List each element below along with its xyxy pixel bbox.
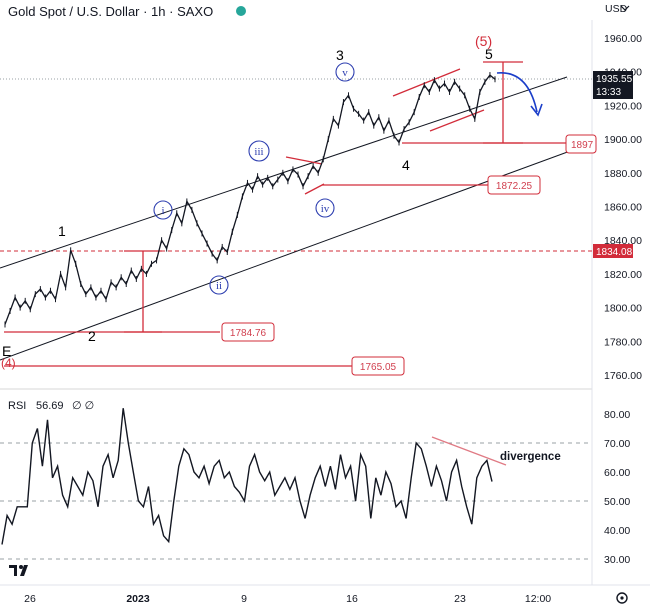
price-tick-label: 1820.00 xyxy=(604,269,642,281)
rsi-value: 56.69 xyxy=(36,400,64,412)
time-tick-label: 26 xyxy=(24,593,36,605)
svg-text:iv: iv xyxy=(321,203,330,215)
current-price-badge: 1935.55 13:33 xyxy=(593,71,633,99)
time-tick-label: 9 xyxy=(241,593,247,605)
price-tick-label: 1920.00 xyxy=(604,100,642,112)
gear-icon[interactable] xyxy=(616,592,628,604)
subwave-ii: ii xyxy=(209,275,229,295)
wave-label-5-major: (5) xyxy=(475,33,492,49)
wave-label-3: 3 xyxy=(336,47,344,63)
rsi-tick-label: 60.00 xyxy=(604,467,630,479)
divergence-line xyxy=(431,436,507,466)
time-tick-label: 16 xyxy=(346,593,358,605)
level-tag-1834: 1834.08 xyxy=(593,244,633,258)
rsi-label: RSI xyxy=(8,400,26,412)
wave-label-4-major: (4) xyxy=(1,356,16,370)
svg-text:iii: iii xyxy=(254,146,263,158)
wave-label-e: E xyxy=(2,343,11,359)
level-box-1872: 1872.25 xyxy=(487,175,541,195)
time-tick-label: 23 xyxy=(454,593,466,605)
market-status-dot xyxy=(236,6,246,16)
price-series xyxy=(4,72,496,328)
svg-text:v: v xyxy=(342,67,348,79)
rsi-tick-label: 70.00 xyxy=(604,438,630,450)
rsi-tick-label: 50.00 xyxy=(604,496,630,508)
level-box-1765: 1765.05 xyxy=(351,356,405,376)
subwave-iii: iii xyxy=(248,140,270,162)
wave-label-2: 2 xyxy=(88,328,96,344)
price-tick-label: 1800.00 xyxy=(604,303,642,315)
svg-text:1784.76: 1784.76 xyxy=(230,328,267,339)
rsi-tick-label: 30.00 xyxy=(604,554,630,566)
rsi-line xyxy=(1,408,493,545)
price-tick-label: 1880.00 xyxy=(604,168,642,180)
projection-arrow xyxy=(496,72,538,113)
price-tick-label: 1960.00 xyxy=(604,33,642,45)
svg-text:1765.05: 1765.05 xyxy=(360,362,397,373)
symbol-title: Gold Spot / U.S. Dollar · 1h · SAXO xyxy=(8,4,213,19)
level-box-1784: 1784.76 xyxy=(221,322,275,342)
svg-text:1834.08: 1834.08 xyxy=(596,247,633,258)
wave-label-5: 5 xyxy=(485,46,493,62)
tradingview-logo xyxy=(6,560,32,578)
svg-text:ii: ii xyxy=(216,280,222,292)
rsi-axis[interactable]: 80.00 70.00 60.00 50.00 40.00 30.00 xyxy=(604,409,630,566)
rsi-series xyxy=(1,408,493,545)
level-lines xyxy=(4,61,566,367)
wave-label-4: 4 xyxy=(402,157,410,173)
price-line xyxy=(4,74,496,325)
currency-label: USD xyxy=(605,3,628,15)
svg-text:1935.55: 1935.55 xyxy=(596,74,633,85)
arrow-head-icon xyxy=(530,103,543,117)
wave-label-1: 1 xyxy=(58,223,66,239)
price-axis[interactable]: 1960.001940.001920.001900.001880.001860.… xyxy=(604,33,642,382)
svg-text:13:33: 13:33 xyxy=(596,87,621,98)
svg-text:1872.25: 1872.25 xyxy=(496,181,533,192)
divergence-label: divergence xyxy=(500,451,561,463)
rsi-tick-label: 40.00 xyxy=(604,525,630,537)
time-tick-label: 2023 xyxy=(126,593,150,605)
rsi-flags: ∅ ∅ xyxy=(72,400,94,412)
rsi-tick-label: 80.00 xyxy=(604,409,630,421)
time-tick-label: 12:00 xyxy=(525,593,551,605)
time-axis[interactable]: 26 2023 9 16 23 12:00 xyxy=(24,593,551,605)
subwave-iv: iv xyxy=(315,198,335,218)
price-tick-label: 1900.00 xyxy=(604,134,642,146)
price-tick-label: 1760.00 xyxy=(604,370,642,382)
price-tick-label: 1780.00 xyxy=(604,336,642,348)
subwave-v: v xyxy=(335,62,355,82)
chevron-down-icon[interactable] xyxy=(620,5,630,11)
channel-upper-line xyxy=(0,76,568,269)
svg-text:i: i xyxy=(161,205,164,217)
subwave-i: i xyxy=(153,200,173,220)
level-box-1897: 1897 xyxy=(565,134,597,154)
price-tick-label: 1860.00 xyxy=(604,202,642,214)
svg-text:1897: 1897 xyxy=(571,140,594,151)
